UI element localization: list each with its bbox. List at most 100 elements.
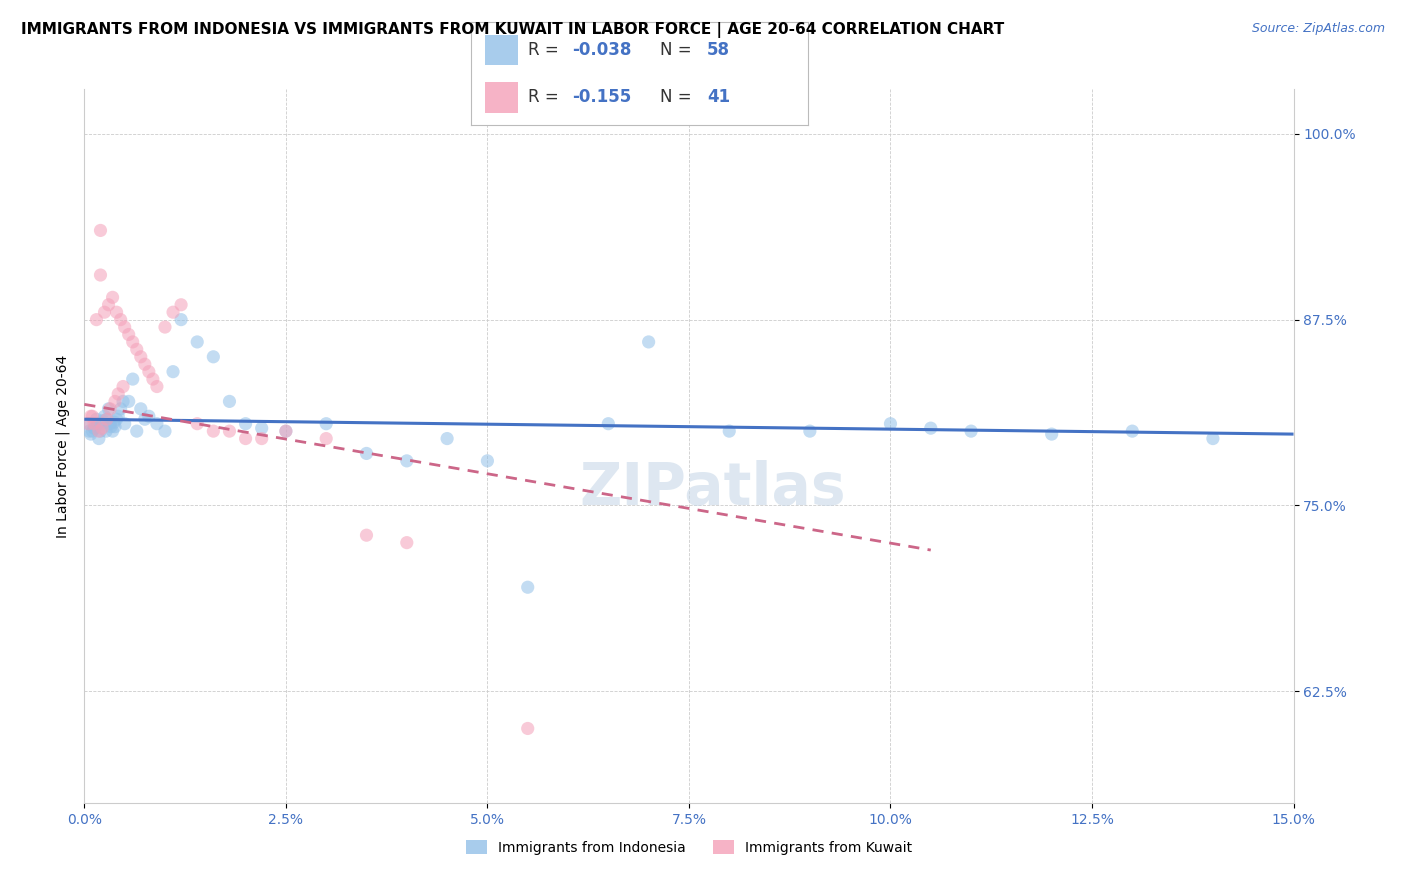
Point (93, 305, 115, 319)
Point (879, 417, 901, 431)
Point (77, 417, 100, 431)
Point (107, 387, 129, 401)
Point (186, 334, 208, 349)
Point (235, 432, 257, 446)
Point (77, 417, 100, 431)
Point (82, 409, 104, 424)
Point (80, 409, 103, 424)
Legend: Immigrants from Indonesia, Immigrants from Kuwait: Immigrants from Indonesia, Immigrants fr… (460, 834, 918, 860)
Point (112, 394, 135, 409)
Point (718, 424, 741, 438)
Point (202, 424, 225, 438)
Point (114, 417, 136, 431)
Point (146, 417, 169, 431)
Point (125, 343, 148, 357)
Text: IMMIGRANTS FROM INDONESIA VS IMMIGRANTS FROM KUWAIT IN LABOR FORCE | AGE 20-64 C: IMMIGRANTS FROM INDONESIA VS IMMIGRANTS … (21, 22, 1004, 38)
Point (960, 424, 983, 438)
Bar (485, 35, 519, 65)
Point (105, 305, 128, 319)
Point (138, 365, 160, 379)
Point (105, 412, 128, 426)
Point (162, 305, 184, 319)
Point (125, 424, 148, 438)
Point (98, 401, 121, 416)
Point (121, 334, 143, 349)
Point (129, 350, 152, 364)
Point (1040, 427, 1063, 442)
Point (83, 421, 105, 435)
Point (315, 417, 337, 431)
Point (86, 312, 108, 326)
Point (202, 350, 225, 364)
Point (80, 427, 103, 442)
Point (799, 424, 821, 438)
Point (93, 409, 115, 424)
Point (134, 357, 156, 371)
Point (477, 454, 499, 468)
Point (274, 424, 297, 438)
Point (142, 372, 165, 386)
Text: R =: R = (529, 88, 569, 106)
Point (82, 424, 104, 438)
Point (516, 580, 538, 594)
Point (104, 394, 127, 409)
Point (114, 320, 136, 334)
Point (356, 446, 378, 460)
Point (235, 417, 257, 431)
Text: ZIPatlas: ZIPatlas (579, 460, 846, 517)
Point (395, 454, 418, 468)
Point (83, 421, 105, 435)
Text: N =: N = (659, 88, 697, 106)
Point (89, 268, 111, 282)
Point (598, 417, 620, 431)
Point (91, 417, 114, 431)
Point (89, 223, 111, 237)
Point (87, 432, 110, 446)
Point (104, 419, 127, 434)
Point (153, 424, 176, 438)
Point (153, 320, 176, 334)
Bar (485, 82, 519, 112)
Point (101, 290, 124, 304)
Point (516, 722, 538, 736)
Point (250, 421, 273, 435)
Point (110, 401, 132, 416)
Text: N =: N = (659, 41, 697, 59)
Point (186, 417, 208, 431)
Point (395, 535, 418, 549)
Point (83, 417, 105, 431)
Point (96, 412, 118, 426)
Y-axis label: In Labor Force | Age 20-64: In Labor Force | Age 20-64 (56, 354, 70, 538)
Point (87, 417, 110, 431)
Point (170, 298, 193, 312)
Point (89, 424, 111, 438)
Point (134, 412, 156, 426)
Point (1121, 424, 1143, 438)
Point (91, 414, 114, 428)
Point (86, 412, 108, 426)
Text: Source: ZipAtlas.com: Source: ZipAtlas.com (1251, 22, 1385, 36)
Point (94, 424, 117, 438)
Point (121, 372, 143, 386)
Point (103, 415, 125, 429)
Point (101, 424, 124, 438)
Text: 41: 41 (707, 88, 730, 106)
Text: 58: 58 (707, 41, 730, 59)
Point (356, 528, 378, 542)
Point (274, 424, 297, 438)
Text: R =: R = (529, 41, 564, 59)
Point (97, 401, 120, 416)
Point (97, 298, 120, 312)
Point (118, 327, 141, 342)
Point (112, 379, 135, 393)
Point (96, 412, 118, 426)
Text: -0.038: -0.038 (572, 41, 631, 59)
Point (1202, 432, 1225, 446)
Point (218, 394, 240, 409)
Point (162, 365, 184, 379)
Point (107, 409, 129, 424)
Point (91, 421, 114, 435)
Point (250, 432, 273, 446)
Point (315, 432, 337, 446)
Point (118, 394, 141, 409)
